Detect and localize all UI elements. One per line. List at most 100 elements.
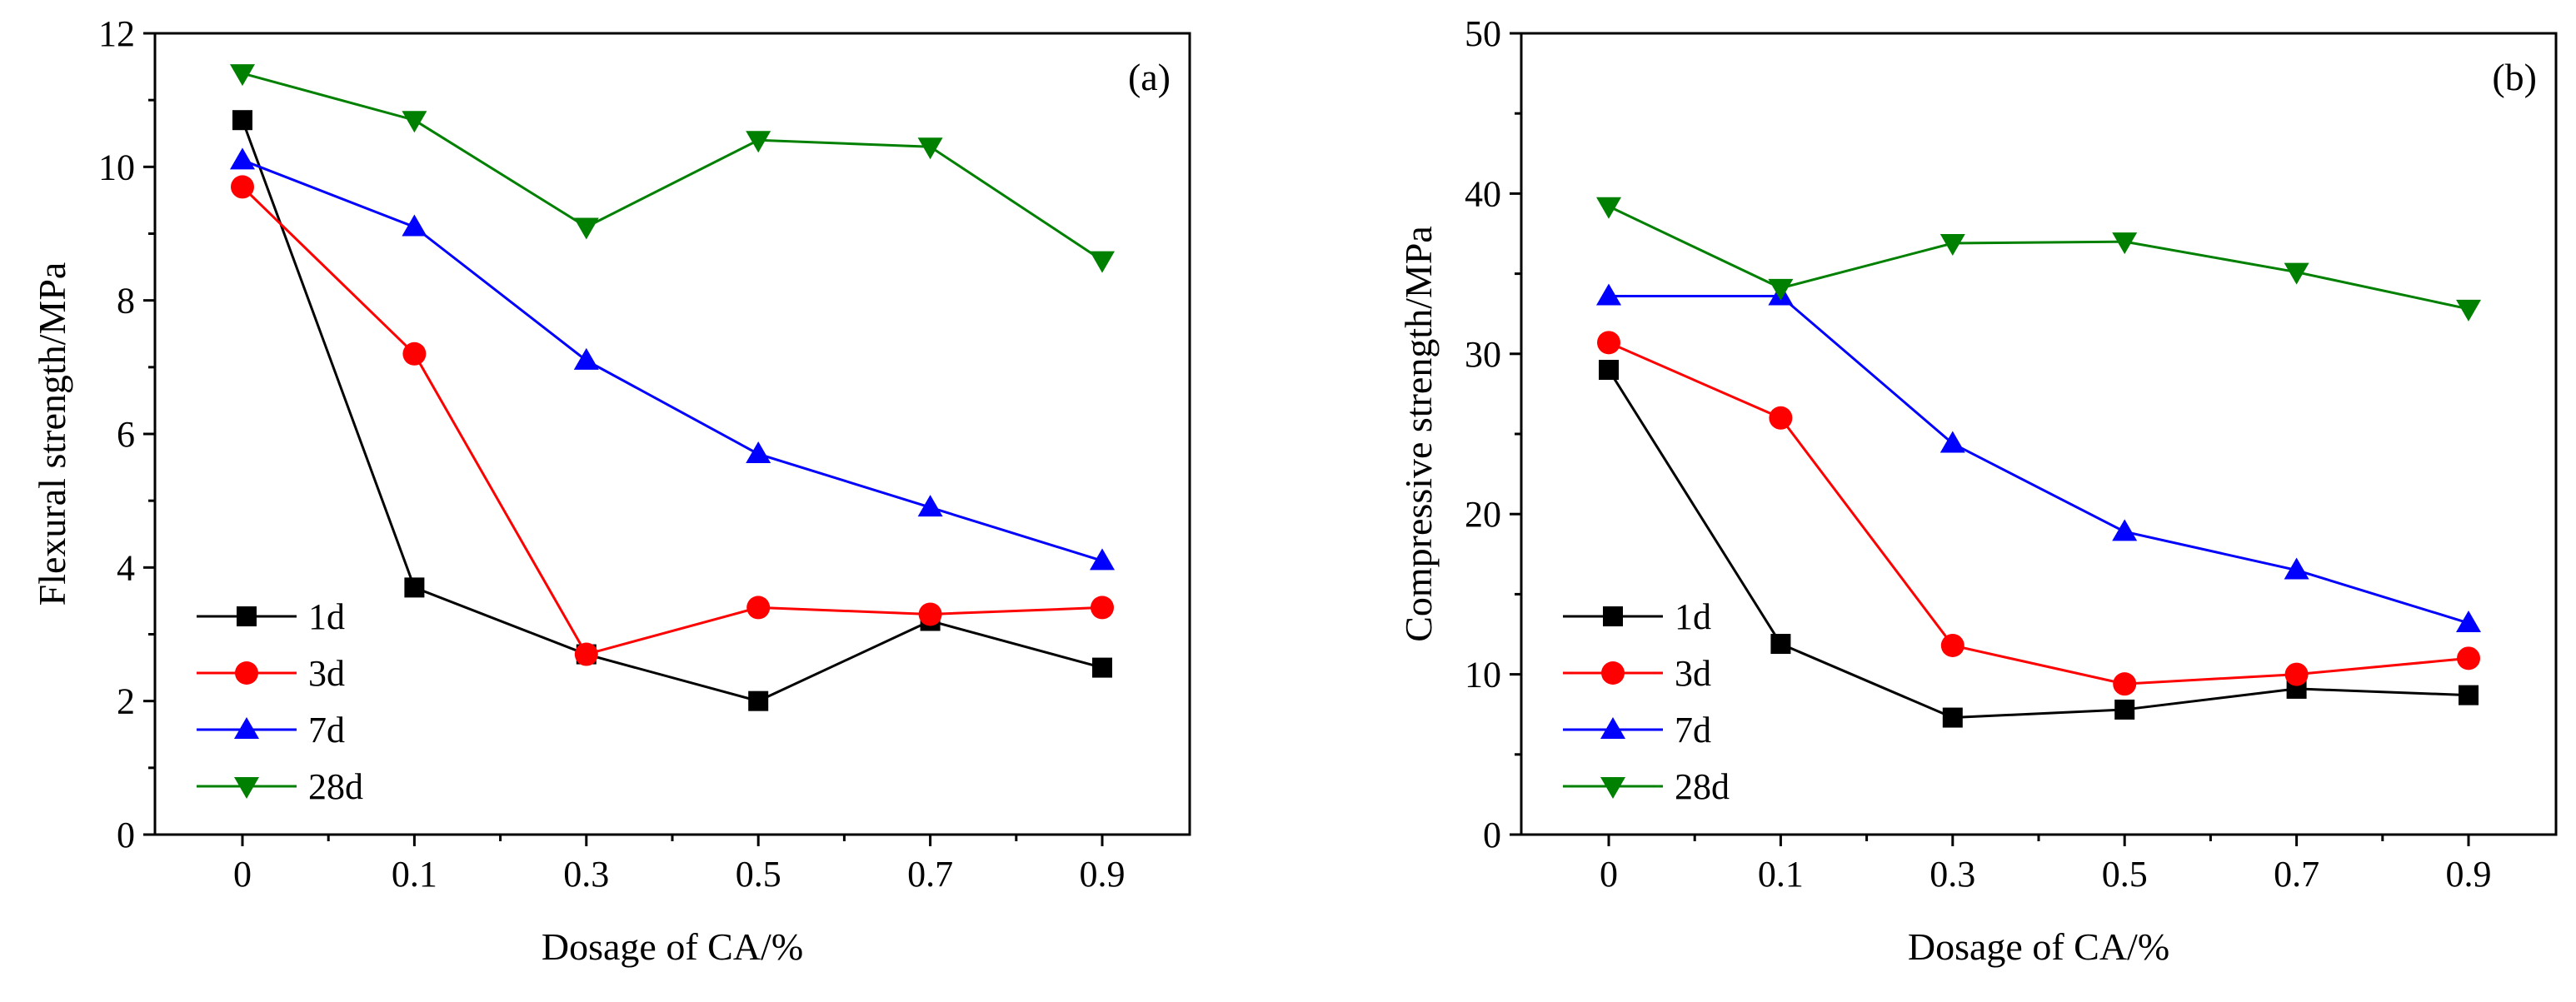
data-point-7d (402, 214, 427, 237)
data-point-3d (746, 596, 771, 620)
legend-label-28d: 28d (308, 766, 363, 807)
data-point-3d (1091, 596, 1114, 620)
legend-item-1d: 1d (1563, 596, 1711, 637)
legend-label-7d: 7d (308, 710, 345, 750)
panel-label-a: (a) (1128, 56, 1171, 98)
data-point-3d (2457, 646, 2480, 670)
series-line-7d (1609, 295, 2469, 625)
y-axis-title-a: Flexural strength/MPa (31, 262, 73, 606)
x-tick-label: 0.1 (1758, 854, 1804, 895)
legend-item-7d: 7d (1563, 710, 1711, 750)
series-line-28d (1608, 205, 2469, 311)
data-point-28d (230, 64, 255, 87)
series-line-1d (1607, 369, 2469, 720)
y-tick-label: 10 (1465, 655, 1501, 695)
y-tick-label: 50 (1465, 13, 1501, 54)
legend-item-28d: 28d (1563, 766, 1730, 807)
data-point-7d (2112, 519, 2138, 541)
data-point-7d (2456, 611, 2481, 633)
y-tick-label: 10 (98, 147, 135, 187)
y-tick-label: 4 (117, 547, 135, 588)
data-point-1d (2114, 699, 2135, 720)
x-tick-label: 0.5 (736, 854, 781, 895)
y-tick-label: 6 (117, 414, 135, 455)
data-point-3d (1597, 331, 1620, 355)
x-tick-label: 0.5 (2102, 854, 2148, 895)
legend-item-3d: 3d (197, 653, 345, 694)
series-layer-a (230, 64, 1115, 711)
series-layer-b (1596, 197, 2481, 728)
data-point-28d (1939, 234, 1965, 257)
x-tick-label: 0.1 (392, 854, 437, 895)
legend-label-28d: 28d (1675, 766, 1730, 807)
x-tick-label: 0.3 (1930, 854, 1975, 895)
data-point-28d (1090, 251, 1115, 273)
y-tick-label: 20 (1465, 494, 1501, 535)
y-tick-label: 0 (1483, 815, 1501, 855)
data-point-3d (2284, 662, 2309, 686)
data-point-7d (746, 441, 771, 464)
legend-item-28d: 28d (197, 766, 363, 807)
data-point-28d (573, 217, 599, 240)
series-line-28d (242, 72, 1103, 262)
data-point-28d (2456, 299, 2481, 322)
x-tick-label: 0.3 (563, 854, 609, 895)
data-point-7d (1596, 283, 1621, 306)
legend-item-1d: 1d (197, 596, 345, 637)
legend-b: 1d 3d 7d 28d (1563, 596, 1730, 807)
data-point-28d (1596, 197, 1621, 219)
legend-item-3d: 3d (1563, 653, 1711, 694)
legend-label-7d: 7d (1675, 710, 1711, 750)
x-tick-label: 0.7 (907, 854, 953, 895)
data-point-7d (1939, 431, 1965, 453)
y-tick-label: 12 (98, 13, 135, 54)
y-tick-label: 2 (117, 681, 135, 722)
data-point-1d (1942, 707, 1963, 728)
series-line-7d (242, 158, 1103, 562)
axes-ticks-b: 0 10 20 30 40 50 0 0.1 0.3 0.5 0.7 0.9 (1465, 13, 2492, 895)
x-axis-title-a: Dosage of CA/% (542, 925, 803, 968)
y-tick-label: 0 (117, 815, 135, 855)
data-point-28d (2284, 262, 2309, 285)
data-point-28d (746, 131, 771, 153)
data-point-7d (2284, 557, 2309, 580)
data-point-28d (917, 137, 943, 160)
chart-panel-b: 0 10 20 30 40 50 0 0.1 0.3 0.5 0.7 0.9 (b) Dosage o… (1397, 13, 2558, 968)
data-point-3d (2113, 672, 2137, 696)
legend-label-1d: 1d (308, 596, 345, 637)
data-point-1d (748, 690, 769, 711)
data-point-1d (232, 110, 252, 131)
chart-panel-a: 0 2 4 6 8 10 12 0 0.1 0.3 0.5 0.7 0.9 (a) Dosage of … (31, 13, 1191, 968)
panel-label-b: (b) (2492, 56, 2537, 98)
data-point-3d (918, 602, 942, 626)
axes-ticks-a: 0 2 4 6 8 10 12 0 0.1 0.3 0.5 0.7 0.9 (98, 13, 1126, 895)
x-axis-title-b: Dosage of CA/% (1908, 925, 2169, 968)
series-line-1d (241, 119, 1103, 703)
data-point-1d (1770, 634, 1791, 655)
data-point-3d (402, 341, 427, 366)
y-tick-label: 30 (1465, 334, 1501, 375)
series-line-3d (241, 186, 1103, 656)
legend-item-7d: 7d (197, 710, 345, 750)
data-point-3d (231, 175, 254, 199)
data-point-7d (1090, 548, 1115, 571)
data-point-28d (1768, 278, 1794, 301)
data-point-1d (1092, 657, 1112, 678)
data-point-1d (1599, 360, 1619, 381)
data-point-7d (573, 347, 599, 370)
data-point-28d (402, 111, 427, 133)
data-point-7d (230, 147, 255, 170)
data-point-28d (2112, 232, 2138, 255)
legend-label-3d: 3d (308, 653, 345, 694)
x-tick-label: 0.9 (2446, 854, 2492, 895)
data-point-3d (1769, 406, 1793, 430)
x-tick-label: 0.9 (1080, 854, 1126, 895)
y-tick-label: 8 (117, 281, 135, 322)
x-tick-label: 0.7 (2274, 854, 2319, 895)
y-tick-label: 40 (1465, 173, 1501, 214)
x-tick-label: 0 (1600, 854, 1618, 895)
data-point-1d (2459, 685, 2479, 705)
y-axis-title-b: Compressive strength/MPa (1397, 226, 1440, 642)
series-line-3d (1608, 341, 2469, 685)
